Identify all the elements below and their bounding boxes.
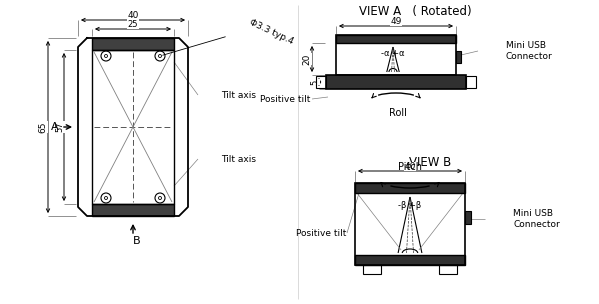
Bar — [336, 35, 456, 43]
Text: Φ3.3 typ.4: Φ3.3 typ.4 — [248, 18, 295, 46]
Text: Positive tilt: Positive tilt — [296, 229, 346, 237]
Bar — [355, 255, 465, 265]
Bar — [355, 183, 465, 265]
Text: B: B — [133, 236, 141, 246]
Text: 49: 49 — [391, 17, 402, 26]
Text: 57: 57 — [56, 122, 65, 132]
Text: 40: 40 — [128, 11, 139, 19]
Bar — [336, 35, 456, 43]
Bar — [92, 204, 174, 216]
Bar — [92, 38, 174, 50]
Text: 65: 65 — [38, 121, 47, 133]
Text: A: A — [51, 122, 59, 132]
Text: 5: 5 — [310, 79, 319, 85]
Bar — [439, 265, 457, 274]
Text: Tilt axis: Tilt axis — [221, 154, 256, 164]
Bar — [92, 38, 174, 50]
Bar — [466, 76, 476, 88]
Bar — [456, 51, 461, 63]
Text: VIEW A   ( Rotated): VIEW A ( Rotated) — [359, 5, 471, 19]
Bar — [336, 35, 456, 75]
Bar — [355, 183, 465, 193]
Bar — [326, 75, 466, 89]
Bar — [363, 265, 381, 274]
Bar — [326, 75, 466, 89]
Text: 20: 20 — [302, 53, 311, 65]
Text: Tilt axis: Tilt axis — [221, 91, 256, 99]
Text: 40: 40 — [404, 162, 416, 171]
Text: Mini USB
Connector: Mini USB Connector — [506, 41, 553, 61]
Text: VIEW B: VIEW B — [409, 156, 451, 168]
Text: Positive tilt: Positive tilt — [259, 95, 310, 103]
Text: 25: 25 — [128, 20, 138, 29]
Bar — [92, 204, 174, 216]
Bar — [316, 76, 326, 88]
Text: Pitch: Pitch — [398, 162, 422, 172]
Bar — [92, 50, 174, 204]
Bar — [355, 255, 465, 265]
Text: -β +β: -β +β — [398, 201, 422, 209]
Text: Mini USB
Connector: Mini USB Connector — [513, 209, 559, 229]
Bar — [465, 211, 471, 224]
Bar — [355, 183, 465, 193]
Text: -α +α: -α +α — [381, 50, 405, 58]
Text: Roll: Roll — [389, 108, 407, 118]
